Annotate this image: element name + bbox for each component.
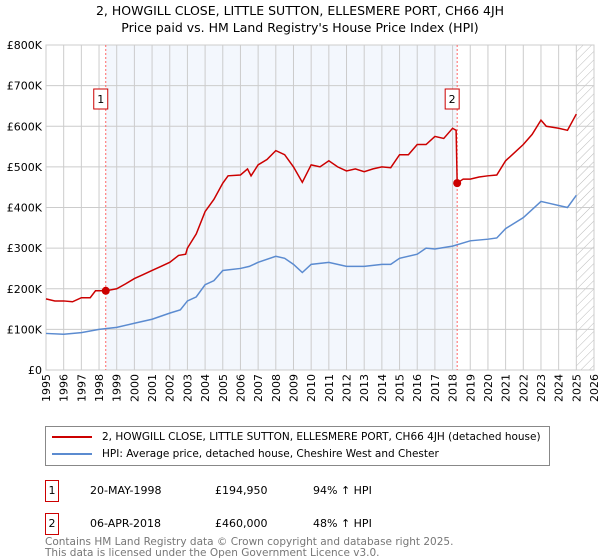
series-line: [45, 194, 577, 336]
x-tick-label: 1999: [111, 374, 124, 402]
x-tick-label: 2024: [553, 374, 566, 402]
x-tick-label: 2022: [517, 374, 530, 402]
x-tick-label: 2015: [394, 374, 407, 402]
footer-licence: This data is licensed under the Open Gov…: [45, 547, 380, 559]
sale-row: 2 06-APR-2018 £460,000 48% ↑ HPI: [45, 513, 445, 535]
x-tick-label: 2019: [464, 374, 477, 402]
legend-item-hpi: HPI: Average price, detached house, Ches…: [52, 448, 439, 460]
chart-subtitle: Price paid vs. HM Land Registry's House …: [121, 20, 479, 35]
footer-copyright: Contains HM Land Registry data © Crown c…: [45, 536, 454, 548]
legend-label: 2, HOWGILL CLOSE, LITTLE SUTTON, ELLESME…: [102, 431, 541, 443]
x-tick-label: 2010: [305, 374, 318, 402]
plot-border: [45, 44, 595, 371]
sale-price: £194,950: [215, 484, 268, 497]
series-line: [45, 113, 577, 303]
sale-hpi: 94% ↑ HPI: [313, 484, 372, 497]
x-tick-label: 1998: [93, 374, 106, 402]
x-tick-label: 2001: [146, 374, 159, 402]
chart-title: 2, HOWGILL CLOSE, LITTLE SUTTON, ELLESME…: [95, 3, 505, 18]
sale-annotation-box: [93, 88, 109, 110]
price-chart: 1995 1996 1997 1998 1999 2000 2001 2002 2003 2004…: [7, 39, 600, 402]
x-tick-label: 1996: [58, 374, 71, 402]
y-tick-label: £300K: [7, 242, 43, 255]
x-tick-label: 2014: [376, 374, 389, 402]
x-tick-label: 2021: [500, 374, 513, 402]
sale-marker: 1: [45, 480, 59, 502]
sale-annotation-label: 1: [97, 93, 104, 106]
x-tick-label: 2025: [570, 374, 583, 402]
sale-annotation-box: [444, 88, 460, 110]
x-tick-label: 2012: [341, 374, 354, 402]
y-tick-label: £400K: [7, 202, 43, 215]
legend: 2, HOWGILL CLOSE, LITTLE SUTTON, ELLESME…: [45, 426, 550, 466]
x-tick-label: 2011: [323, 374, 336, 402]
sale-date: 20-MAY-1998: [90, 484, 162, 497]
sale-marker: 2: [45, 513, 59, 535]
x-tick-label: 2013: [358, 374, 371, 402]
x-tick-label: 2018: [447, 374, 460, 402]
x-tick-label: 2006: [234, 374, 247, 402]
x-tick-label: 1995: [40, 374, 53, 402]
y-tick-label: £700K: [7, 80, 43, 93]
x-tick-label: 2008: [270, 374, 283, 402]
sale-row: 1 20-MAY-1998 £194,950 94% ↑ HPI: [45, 480, 445, 502]
y-tick-label: £500K: [7, 161, 43, 174]
x-tick-label: 2016: [411, 374, 424, 402]
y-tick-label: £0: [28, 364, 42, 377]
x-tick-label: 2004: [199, 374, 212, 402]
x-tick-label: 2026: [588, 374, 600, 402]
legend-swatch: [52, 453, 92, 455]
y-tick-label: £800K: [7, 39, 43, 52]
x-tick-label: 2017: [429, 374, 442, 402]
legend-item-property: 2, HOWGILL CLOSE, LITTLE SUTTON, ELLESME…: [52, 431, 541, 443]
sale-price: £460,000: [215, 517, 268, 530]
x-tick-label: 2003: [181, 374, 194, 402]
sale-point: [101, 286, 110, 295]
x-tick-label: 1997: [75, 374, 88, 402]
x-tick-label: 2009: [287, 374, 300, 402]
y-tick-label: £100K: [7, 323, 43, 336]
sale-date: 06-APR-2018: [90, 517, 162, 530]
x-tick-label: 2005: [217, 374, 230, 402]
legend-swatch: [52, 436, 92, 438]
x-tick-label: 2023: [535, 374, 548, 402]
sale-annotation-label: 2: [449, 93, 456, 106]
x-tick-label: 2000: [128, 374, 141, 402]
sale-hpi: 48% ↑ HPI: [313, 517, 372, 530]
sale-point: [453, 179, 462, 188]
legend-label: HPI: Average price, detached house, Ches…: [102, 448, 439, 460]
y-tick-label: £600K: [7, 120, 43, 133]
x-tick-label: 2002: [164, 374, 177, 402]
x-tick-label: 2007: [252, 374, 265, 402]
y-tick-label: £200K: [7, 283, 43, 296]
x-tick-label: 2020: [482, 374, 495, 402]
